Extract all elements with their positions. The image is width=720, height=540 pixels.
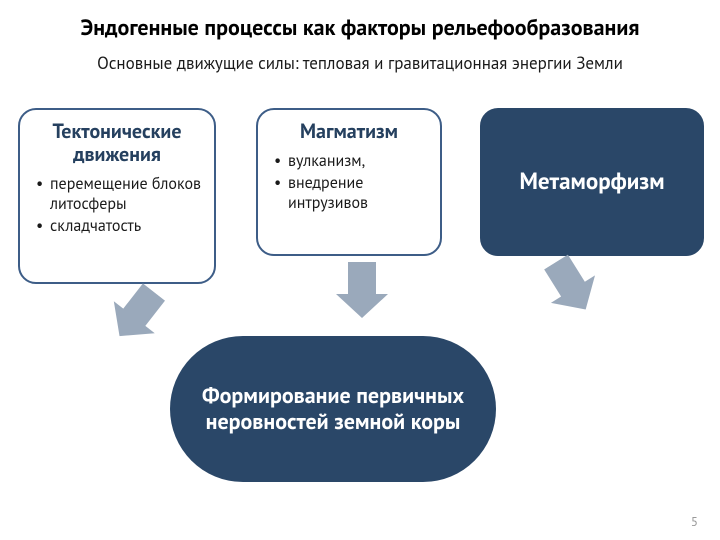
result-box: Формирование первичных неровностей земно…	[170, 336, 496, 482]
card-metamorphism-heading: Метаморфизм	[494, 120, 690, 242]
page-subtitle: Основные движущие силы: тепловая и грави…	[0, 48, 720, 78]
card-magmatism-bullets: вулканизм, внедрение интрузивов	[270, 151, 428, 213]
arrow-icon	[336, 262, 388, 318]
card-tectonic-bullets: перемещение блоков литосферы складчатост…	[32, 174, 202, 236]
bullet-item: перемещение блоков литосферы	[36, 174, 202, 214]
bullet-item: внедрение интрузивов	[274, 173, 428, 213]
card-metamorphism: Метаморфизм	[480, 108, 704, 256]
bullet-item: складчатость	[36, 216, 202, 236]
result-text: Формирование первичных неровностей земно…	[190, 383, 476, 436]
card-tectonic-heading: Тектонические движения	[32, 120, 202, 166]
bullet-item: вулканизм,	[274, 151, 428, 171]
page-number: 5	[691, 513, 698, 530]
card-magmatism: Магматизм вулканизм, внедрение интрузиво…	[256, 108, 442, 256]
card-magmatism-heading: Магматизм	[270, 120, 428, 143]
page-title: Эндогенные процессы как факторы рельефоо…	[0, 0, 720, 48]
card-tectonic: Тектонические движения перемещение блоко…	[18, 108, 216, 284]
